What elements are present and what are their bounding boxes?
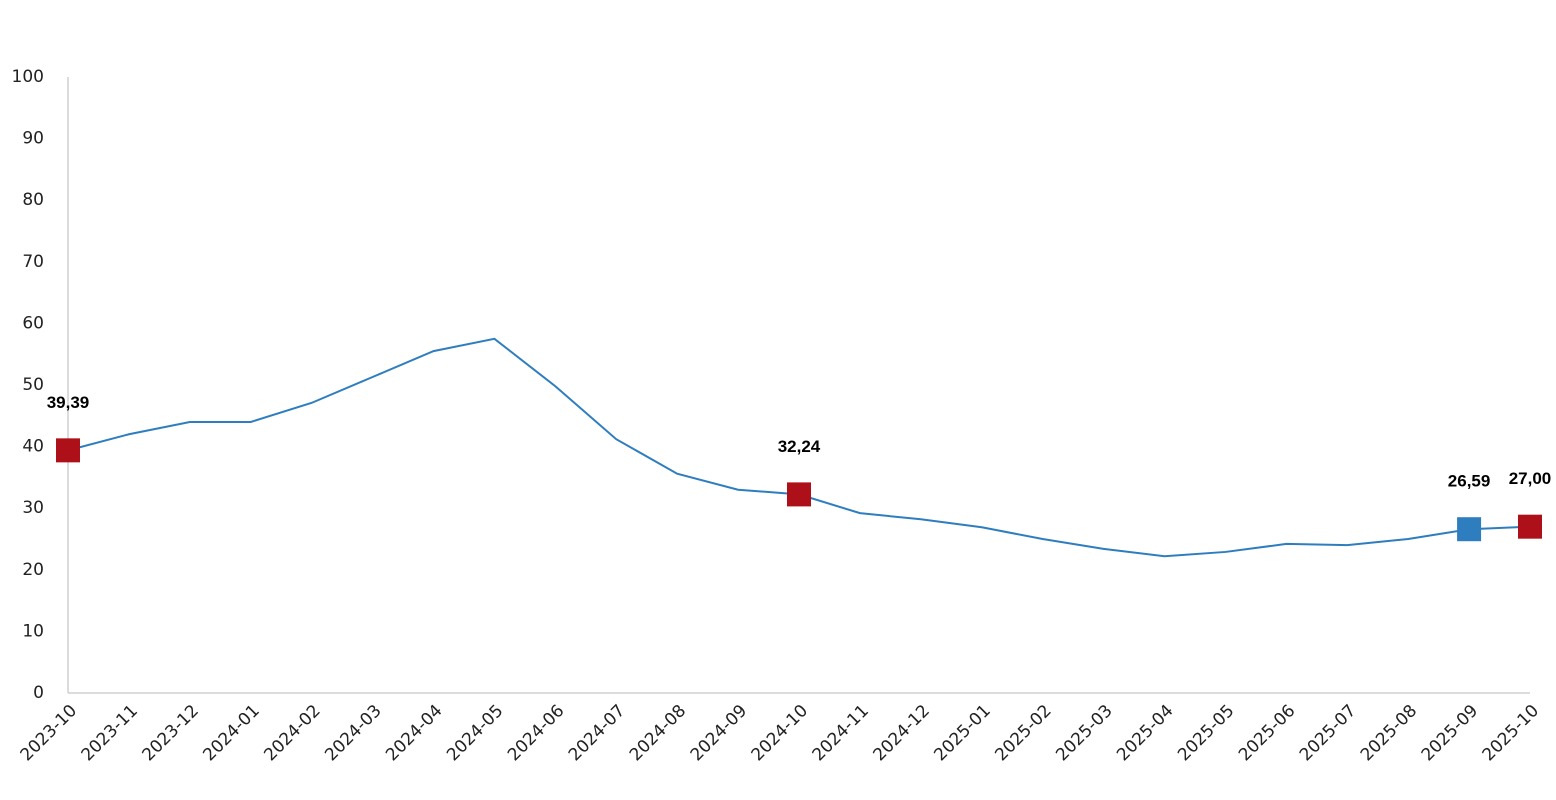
x-tick-label: 2024-07 xyxy=(565,701,629,765)
x-tick-label: 2025-03 xyxy=(1052,701,1116,765)
y-tick-label: 30 xyxy=(22,498,44,518)
x-tick-label: 2025-07 xyxy=(1296,701,1360,765)
marker xyxy=(56,438,80,463)
x-tick-label: 2025-02 xyxy=(991,701,1055,765)
x-tick-label: 2025-05 xyxy=(1174,701,1238,765)
x-tick-label: 2025-10 xyxy=(1479,701,1543,765)
x-tick-label: 2024-03 xyxy=(321,701,385,765)
marker xyxy=(1457,517,1482,542)
y-tick-label: 0 xyxy=(33,683,44,703)
x-tick-label: 2024-02 xyxy=(260,701,324,765)
x-tick-label: 2024-01 xyxy=(199,701,263,765)
x-tick-label: 2025-08 xyxy=(1357,701,1421,765)
y-tick-label: 10 xyxy=(22,621,44,641)
x-tick-label: 2024-09 xyxy=(687,701,751,765)
value-label: 39,39 xyxy=(47,393,90,412)
y-tick-label: 40 xyxy=(22,437,44,457)
x-tick-label: 2024-10 xyxy=(748,701,812,765)
x-tick-label: 2023-10 xyxy=(17,701,81,765)
y-tick-label: 80 xyxy=(22,190,44,210)
marker xyxy=(1518,514,1542,539)
y-tick-label: 50 xyxy=(22,375,44,395)
y-tick-label: 70 xyxy=(22,252,44,272)
value-label: 26,59 xyxy=(1448,472,1491,491)
x-tick-label: 2024-11 xyxy=(809,701,873,765)
x-tick-label: 2023-11 xyxy=(78,701,142,765)
x-tick-label: 2024-08 xyxy=(626,701,690,765)
marker xyxy=(787,482,811,507)
y-tick-label: 20 xyxy=(22,560,44,580)
x-tick-label: 2023-12 xyxy=(139,701,203,765)
x-tick-label: 2025-06 xyxy=(1235,701,1299,765)
y-tick-label: 60 xyxy=(22,313,44,333)
y-tick-label: 100 xyxy=(12,67,44,87)
x-tick-label: 2025-04 xyxy=(1113,701,1177,765)
y-tick-label: 90 xyxy=(22,129,44,149)
value-label: 27,00 xyxy=(1509,469,1552,488)
value-label: 32,24 xyxy=(778,437,821,456)
x-tick-label: 2025-01 xyxy=(930,701,994,765)
x-tick-label: 2024-05 xyxy=(443,701,507,765)
x-tick-label: 2025-09 xyxy=(1418,701,1482,765)
x-tick-label: 2024-12 xyxy=(870,701,934,765)
x-tick-label: 2024-06 xyxy=(504,701,568,765)
x-tick-label: 2024-04 xyxy=(382,701,446,765)
